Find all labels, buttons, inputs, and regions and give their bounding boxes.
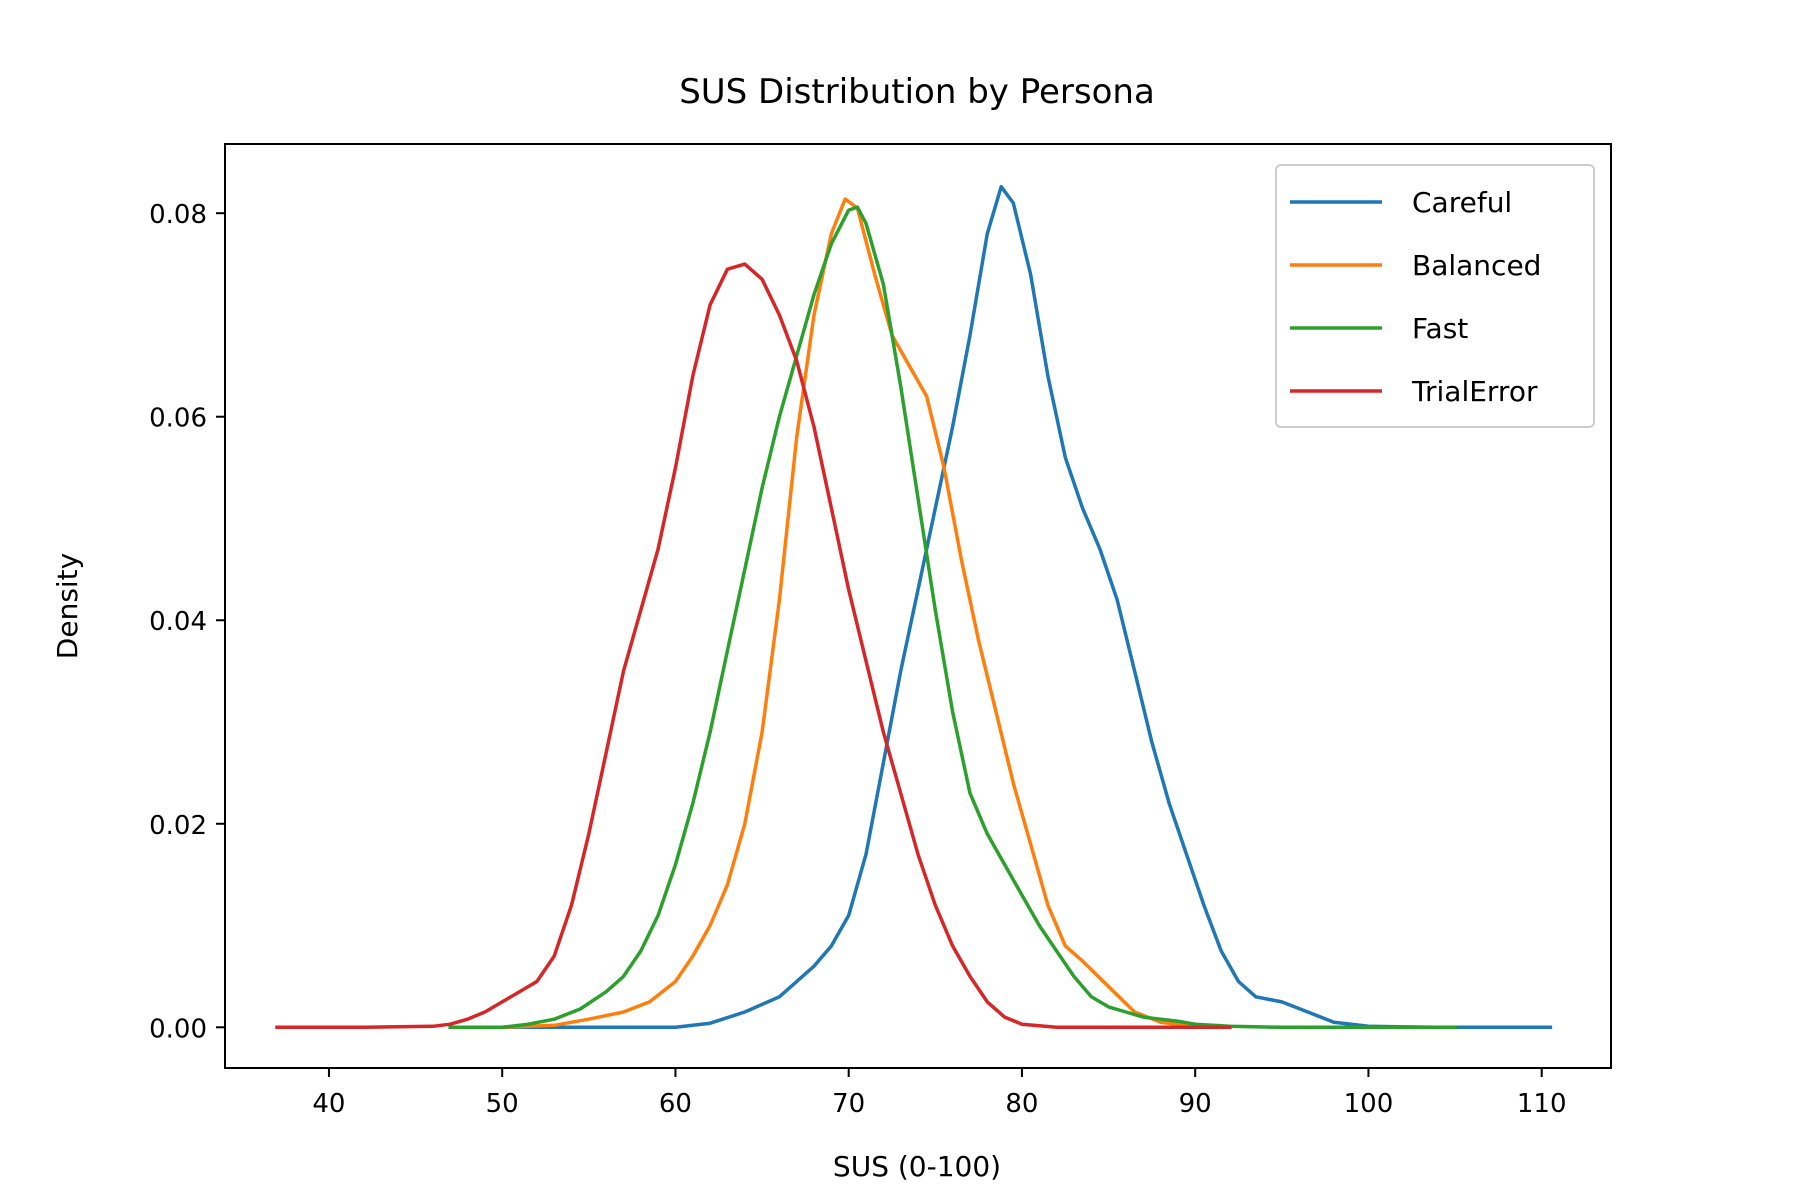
y-axis: 0.00 0.02 0.04 0.06 0.08 — [149, 200, 225, 1044]
x-tick-label: 110 — [1517, 1089, 1567, 1119]
x-tick-label: 90 — [1179, 1089, 1212, 1119]
chart-title: SUS Distribution by Persona — [679, 72, 1155, 112]
series-line-careful — [500, 184, 1553, 1030]
legend-label-fast: Fast — [1412, 312, 1468, 345]
y-axis-label: Density — [51, 553, 84, 659]
y-tick-label: 0.02 — [149, 811, 207, 841]
series-line-trialerror — [275, 262, 1232, 1030]
x-tick-label: 40 — [312, 1089, 345, 1119]
x-axis: 40 50 60 70 80 90 100 110 — [312, 1068, 1567, 1119]
legend-box — [1275, 164, 1595, 428]
x-tick-label: 50 — [486, 1089, 519, 1119]
y-tick-label: 0.00 — [149, 1014, 207, 1044]
series-layer — [275, 184, 1553, 1030]
legend-label-trialerror: TrialError — [1411, 375, 1538, 408]
plot-frame — [224, 143, 1612, 1069]
series-line-fast — [448, 205, 1457, 1030]
legend-label-balanced: Balanced — [1412, 249, 1541, 282]
y-tick-label: 0.06 — [149, 404, 207, 434]
y-tick-label: 0.08 — [149, 200, 207, 230]
x-tick-label: 60 — [659, 1089, 692, 1119]
legend-label-careful: Careful — [1412, 186, 1512, 219]
x-tick-label: 80 — [1005, 1089, 1038, 1119]
x-tick-label: 70 — [832, 1089, 865, 1119]
x-axis-label: SUS (0-100) — [833, 1150, 1001, 1183]
series-line-balanced — [500, 197, 1232, 1030]
legend: Careful Balanced Fast TrialError — [1275, 164, 1595, 428]
x-tick-label: 100 — [1344, 1089, 1394, 1119]
y-tick-label: 0.04 — [149, 607, 207, 637]
